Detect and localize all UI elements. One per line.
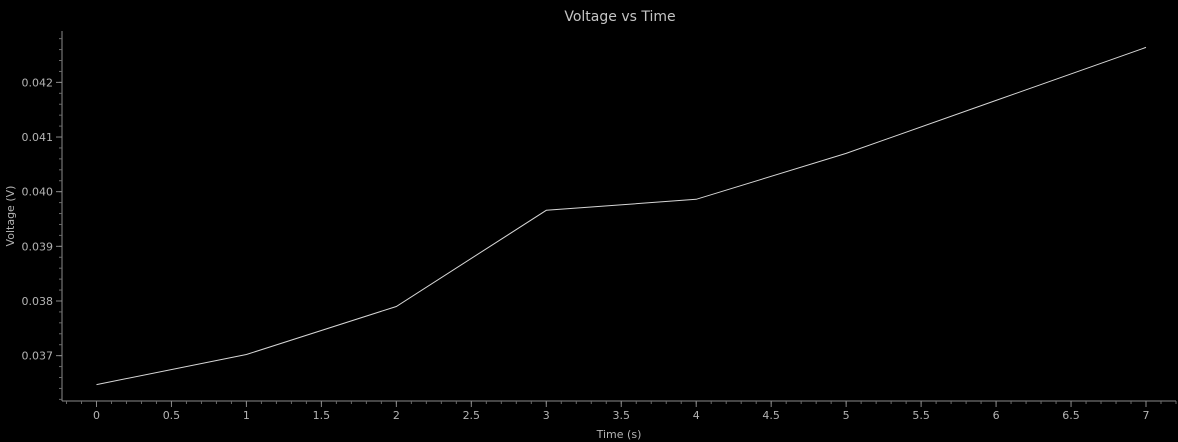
- x-tick-label: 2.5: [463, 409, 481, 422]
- y-tick-label: 0.041: [22, 131, 54, 144]
- x-axis: 0 0.5 1 1.5 2 2.5 3 3.5 4 4.5 5 5.5 6 6.5 7: [62, 400, 1177, 422]
- x-tick-label: 6: [993, 409, 1000, 422]
- x-tick-label: 3.5: [612, 409, 630, 422]
- x-tick-label: 2: [393, 409, 400, 422]
- chart-title: Voltage vs Time: [564, 9, 675, 25]
- y-axis: 0.037 0.038 0.039 0.040 0.041 0.042: [22, 31, 63, 401]
- x-tick-label: 5.5: [912, 409, 930, 422]
- y-tick-label: 0.038: [22, 295, 54, 308]
- x-tick-label: 0: [93, 409, 100, 422]
- x-tick-label: 3: [543, 409, 550, 422]
- series-line: [96, 46, 1147, 386]
- x-tick-label: 6.5: [1062, 409, 1080, 422]
- x-tick-label: 1.5: [313, 409, 331, 422]
- x-tick-label: 1: [243, 409, 250, 422]
- x-tick-label: 4: [693, 409, 700, 422]
- x-tick-label: 4.5: [762, 409, 780, 422]
- x-tick-label: 5: [843, 409, 850, 422]
- x-tick-label: 0.5: [163, 409, 181, 422]
- y-axis-title: Voltage (V): [4, 186, 17, 247]
- y-tick-label: 0.037: [22, 350, 54, 363]
- y-tick-label: 0.039: [22, 240, 54, 253]
- y-tick-label: 0.040: [22, 186, 54, 199]
- x-tick-label: 7: [1143, 409, 1150, 422]
- y-tick-label: 0.042: [22, 76, 54, 89]
- x-axis-title: Time (s): [596, 428, 642, 441]
- plot-series: [96, 46, 1147, 386]
